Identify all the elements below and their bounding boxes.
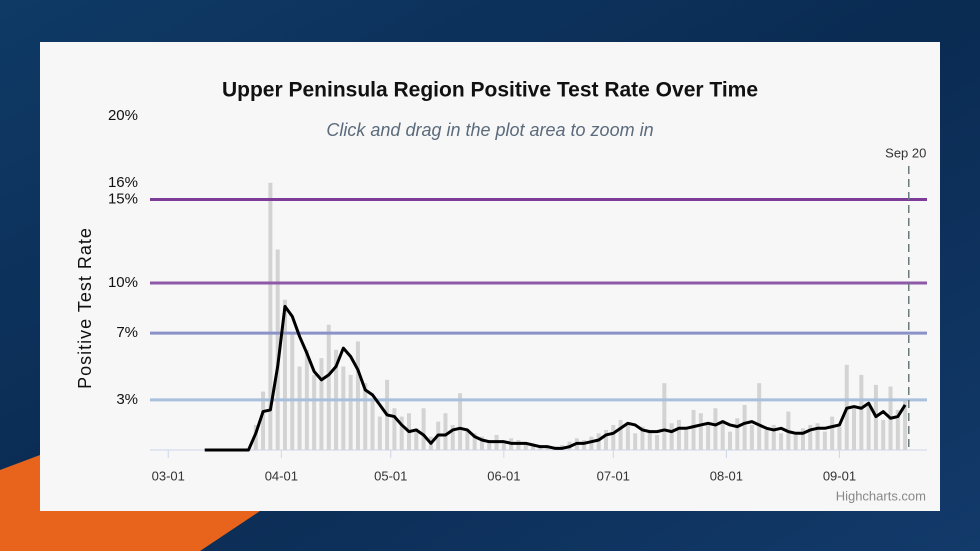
bar [377,416,382,450]
bar [421,408,426,450]
bar [859,374,864,450]
bar [392,408,397,450]
bar [720,419,725,450]
bar [800,428,805,450]
x-tick-label: 08-01 [710,468,743,483]
bar [363,383,368,450]
chart-subtitle: Click and drag in the plot area to zoom … [326,120,653,140]
bar [326,324,331,450]
bar [450,424,455,450]
bar [341,366,346,450]
bar [465,429,470,450]
bar [596,433,601,450]
y-tick-label: 3% [116,391,138,408]
bar [757,383,762,450]
orange-stripe [0,455,40,551]
y-tick-label: 10% [108,274,138,291]
date-marker-label: Sep 20 [885,145,926,160]
bar [830,416,835,450]
bar [662,383,667,450]
bar [399,416,404,450]
bar [479,436,484,450]
bar [633,433,638,450]
bar [348,374,353,450]
bar [319,358,324,450]
bar [589,436,594,450]
bar [764,429,769,450]
bar [516,439,521,450]
y-axis-label: Positive Test Rate [75,227,95,389]
bar [268,182,273,451]
bar [458,393,463,450]
credit: Highcharts.com [836,488,926,503]
bar [545,446,550,450]
bar [655,434,660,450]
bar [414,428,419,450]
bar [531,444,536,450]
bar [691,409,696,450]
bar [618,419,623,450]
bar [852,406,857,450]
bar [903,399,908,450]
bar [793,434,798,450]
y-tick-label: 16% [108,174,138,191]
bar [355,341,360,450]
bar [370,399,375,450]
bar [582,439,587,450]
bar [282,299,287,450]
line [204,304,907,452]
chart-title: Upper Peninsula Region Positive Test Rat… [222,79,758,102]
bar [523,443,528,450]
bar [742,404,747,450]
y-tick-label: 15% [108,190,138,207]
bar [735,418,740,450]
bar [603,429,608,450]
bar [611,424,616,450]
bar [684,429,689,450]
orange-stripe [40,511,260,551]
bar [261,391,266,450]
bar [698,413,703,450]
bar [771,424,776,450]
bar [647,429,652,450]
x-tick-label: 09-01 [823,468,856,483]
bar [881,419,886,450]
bar [822,431,827,450]
bar [779,433,784,450]
bar [728,431,733,450]
x-tick-label: 03-01 [152,468,185,483]
bar [487,439,492,450]
bar [749,424,754,450]
x-tick-label: 07-01 [597,468,630,483]
bar [706,424,711,450]
bar [443,413,448,450]
bar [808,424,813,450]
bar [640,426,645,450]
bar [312,374,317,450]
x-tick-label: 04-01 [265,468,298,483]
bar [275,249,280,450]
bar [501,441,506,450]
bar [472,433,477,450]
bar [297,366,302,450]
bar [625,424,630,450]
bar [866,403,871,450]
x-tick-label: 06-01 [487,468,520,483]
bar [669,423,674,450]
bar [815,423,820,450]
bar [713,408,718,450]
y-tick-label: 20% [108,107,138,124]
bar [290,333,295,450]
y-tick-label: 7% [116,324,138,341]
bar [837,426,842,450]
x-tick-label: 05-01 [374,468,407,483]
bar [895,409,900,450]
bar [253,424,258,450]
bar [676,419,681,450]
